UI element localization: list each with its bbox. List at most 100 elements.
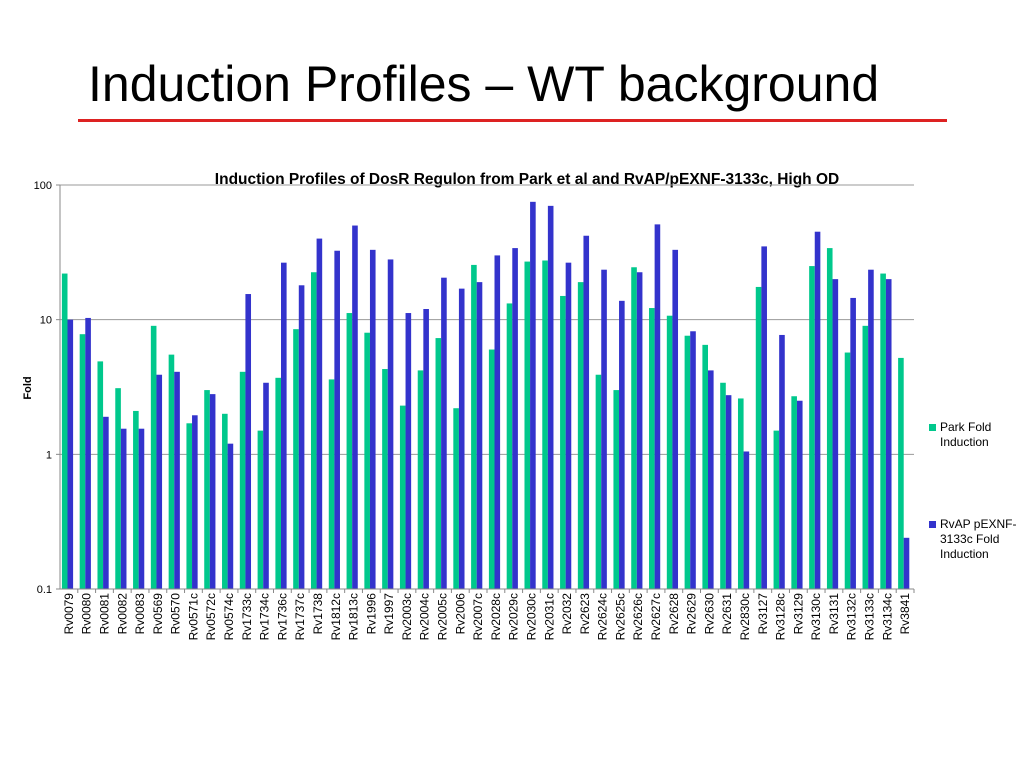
bar-rvap bbox=[85, 317, 91, 589]
bar-park bbox=[631, 267, 637, 589]
bar-rvap bbox=[601, 269, 607, 589]
bar-park bbox=[720, 382, 726, 589]
bar-park bbox=[506, 303, 513, 589]
bar-rvap bbox=[209, 394, 216, 589]
bar-rvap bbox=[458, 288, 465, 589]
bar-rvap bbox=[441, 277, 447, 589]
x-tick-label: Rv1996 bbox=[364, 593, 378, 635]
bar-park bbox=[666, 315, 673, 589]
bar-rvap bbox=[832, 279, 839, 589]
bar-park bbox=[257, 430, 264, 589]
bar-park bbox=[737, 398, 744, 589]
bar-park bbox=[328, 379, 335, 589]
bar-rvap bbox=[494, 255, 501, 589]
bar-park bbox=[150, 325, 157, 589]
x-tick-label: Rv0080 bbox=[80, 593, 94, 635]
x-tick-label: Rv1736c bbox=[275, 593, 289, 640]
bar-park bbox=[310, 272, 317, 589]
bar-rvap bbox=[708, 370, 714, 589]
bar-rvap bbox=[67, 319, 74, 589]
x-tick-label: Rv0571c bbox=[186, 593, 200, 640]
x-tick-label: Rv3132c bbox=[845, 593, 859, 640]
x-tick-label: Rv3130c bbox=[809, 593, 823, 640]
bar-park bbox=[791, 396, 797, 589]
x-tick-label: Rv0083 bbox=[133, 593, 147, 635]
bar-rvap bbox=[476, 282, 483, 589]
x-tick-label: Rv2628 bbox=[667, 593, 681, 635]
legend-swatch-park bbox=[929, 424, 936, 431]
bar-rvap bbox=[903, 537, 910, 589]
bar-park bbox=[560, 295, 566, 589]
bar-rvap bbox=[672, 249, 679, 589]
bar-park bbox=[809, 266, 815, 589]
bar-park bbox=[577, 282, 584, 589]
x-tick-label: Rv2007c bbox=[471, 593, 485, 640]
x-tick-label: Rv0079 bbox=[62, 593, 76, 635]
bar-park bbox=[61, 273, 68, 589]
bar-rvap bbox=[619, 300, 625, 589]
x-tick-label: Rv0574c bbox=[222, 593, 236, 640]
x-tick-label: Rv1737c bbox=[293, 593, 307, 640]
x-tick-label: Rv2624c bbox=[596, 593, 610, 640]
bar-park bbox=[471, 264, 477, 589]
x-tick-label: Rv0569 bbox=[151, 593, 165, 635]
title-rule bbox=[78, 119, 947, 122]
bar-rvap bbox=[281, 262, 287, 589]
legend-label-park: Park Fold Induction bbox=[940, 420, 992, 449]
x-tick-label: Rv0082 bbox=[115, 593, 129, 635]
bar-rvap bbox=[654, 224, 661, 589]
x-tick-label: Rv3841 bbox=[898, 593, 912, 635]
bar-park bbox=[826, 248, 833, 589]
bar-park bbox=[898, 357, 904, 589]
bar-park bbox=[97, 361, 104, 589]
bar-rvap bbox=[761, 246, 767, 589]
x-tick-label: Rv2028c bbox=[489, 593, 503, 640]
gridlines bbox=[60, 184, 914, 455]
bar-park bbox=[399, 405, 406, 589]
x-tick-label: Rv3134c bbox=[880, 593, 894, 640]
bar-rvap bbox=[725, 395, 732, 589]
x-tick-label: Rv3127 bbox=[756, 593, 770, 635]
chart-title: Induction Profiles of DosR Regulon from … bbox=[215, 171, 839, 188]
x-tick-label: Rv2627c bbox=[649, 593, 663, 640]
x-tick-label: Rv3131 bbox=[827, 593, 841, 635]
bar-park bbox=[880, 273, 886, 589]
bar-park bbox=[222, 413, 228, 589]
bar-park bbox=[613, 390, 620, 589]
bar-park bbox=[844, 352, 851, 589]
bar-rvap bbox=[583, 235, 590, 589]
bar-park bbox=[542, 260, 548, 589]
bar-rvap bbox=[423, 309, 429, 589]
x-tick-label: Rv2631 bbox=[720, 593, 734, 635]
bar-rvap bbox=[156, 374, 163, 589]
x-tick-label: Rv0572c bbox=[204, 593, 218, 640]
bar-rvap bbox=[885, 279, 892, 589]
x-tick-label: Rv2004c bbox=[418, 593, 432, 640]
y-tick-label: 10 bbox=[40, 315, 52, 327]
bar-rvap bbox=[192, 415, 198, 589]
x-tick-label: Rv2032 bbox=[560, 593, 574, 635]
bar-park bbox=[435, 338, 442, 589]
x-tick-label: Rv0570 bbox=[169, 593, 183, 635]
bar-rvap bbox=[334, 250, 340, 590]
bar-park bbox=[702, 344, 708, 589]
y-tick-label: 100 bbox=[34, 180, 52, 192]
bar-rvap bbox=[263, 382, 269, 589]
x-tick-label: Rv2029c bbox=[507, 593, 521, 640]
x-tick-label: Rv2005c bbox=[436, 593, 450, 640]
bar-park bbox=[204, 390, 210, 589]
x-tick-label: Rv1812c bbox=[329, 593, 343, 640]
bar-park bbox=[293, 329, 299, 589]
bar-park bbox=[133, 410, 139, 589]
bar-rvap bbox=[316, 238, 323, 590]
bar-park bbox=[595, 374, 602, 589]
bar-rvap bbox=[120, 428, 127, 589]
x-tick-label: Rv2629 bbox=[685, 593, 699, 635]
bar-rvap bbox=[779, 334, 785, 589]
bar-park bbox=[488, 349, 495, 589]
x-tick-label: Rv2030c bbox=[524, 593, 538, 640]
bar-rvap bbox=[565, 262, 572, 589]
x-tick-label: Rv1734c bbox=[258, 593, 272, 640]
y-axis-label: Fold bbox=[22, 376, 34, 399]
